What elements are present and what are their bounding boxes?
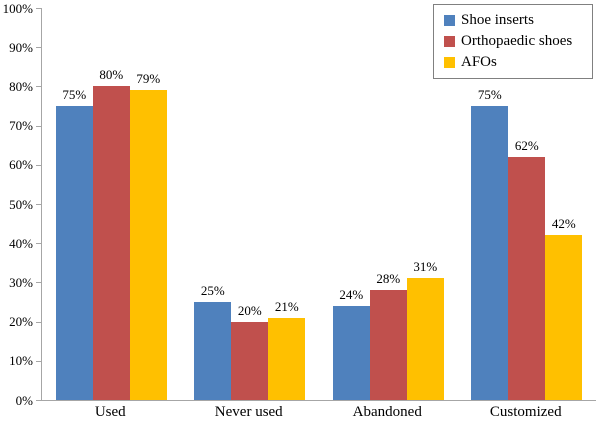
- y-axis-tick-label: 60%: [9, 157, 33, 173]
- y-axis-tick-label: 30%: [9, 274, 33, 290]
- y-axis-tick-mark: [36, 164, 42, 166]
- y-axis-tick-label: 40%: [9, 235, 33, 251]
- y-axis-tick-mark: [36, 400, 42, 401]
- y-axis-labels: 100% 90% 80% 70% 60% 50% 40% 30% 20% 10% 0%: [0, 0, 36, 421]
- bar-group-never-used: 25% 20% 21%: [181, 8, 320, 400]
- bar-value-label: 24%: [339, 286, 364, 302]
- bar-value-label: 75%: [477, 87, 502, 102]
- bar: 79%: [129, 71, 167, 400]
- bar-value-label: 25%: [200, 283, 225, 298]
- legend-item: AFOs: [444, 54, 584, 71]
- legend: Shoe inserts Orthopaedic shoes AFOs: [433, 4, 593, 79]
- y-axis-tick-mark: [36, 125, 42, 127]
- x-axis-labels: Used Never used Abandoned Customized: [41, 404, 595, 421]
- bar: 20%: [231, 303, 269, 400]
- legend-swatch-afos: [444, 57, 455, 68]
- y-axis-tick-mark: [36, 86, 42, 88]
- bar: 75%: [471, 87, 509, 400]
- bar: 25%: [194, 283, 232, 400]
- bar-value-label: 62%: [514, 137, 539, 153]
- y-axis-tick-mark: [36, 321, 42, 323]
- bar: 28%: [369, 271, 407, 400]
- bar-value-label: 42%: [551, 216, 576, 232]
- bar: 42%: [545, 216, 583, 400]
- bar: 80%: [92, 67, 130, 400]
- y-axis-tick-mark: [36, 8, 42, 9]
- legend-label: AFOs: [461, 54, 497, 70]
- y-axis-tick-label: 90%: [9, 39, 33, 55]
- bar: 62%: [508, 138, 546, 400]
- y-axis-tick-mark: [36, 243, 42, 245]
- x-axis-category-label: Abandoned: [352, 404, 422, 420]
- legend-swatch-shoe-inserts: [444, 15, 455, 26]
- legend-label: Shoe inserts: [461, 12, 534, 28]
- x-axis-category-label: Customized: [489, 404, 562, 420]
- bar-groups: 75% 80% 79% 25% 20% 21% 24% 28% 31% 75% 62% 42%: [42, 8, 596, 400]
- y-axis-tick-mark: [36, 47, 42, 49]
- bar-value-label: 79%: [136, 71, 161, 87]
- bar: 21%: [268, 299, 306, 400]
- y-axis-tick-label: 50%: [9, 196, 33, 212]
- bar-value-label: 28%: [376, 271, 401, 287]
- y-axis-tick-label: 20%: [9, 314, 33, 330]
- legend-item: Shoe inserts: [444, 12, 584, 29]
- bar-value-label: 31%: [413, 259, 438, 275]
- y-axis-tick-label: 70%: [9, 118, 33, 134]
- bar-value-label: 75%: [62, 87, 87, 102]
- bar: 24%: [332, 287, 370, 400]
- y-axis-tick-mark: [36, 204, 42, 205]
- bar-group-used: 75% 80% 79%: [42, 8, 181, 400]
- bar-group-customized: 75% 62% 42%: [458, 8, 597, 400]
- y-axis-tick-label: 10%: [9, 353, 33, 369]
- bar-value-label: 80%: [99, 67, 124, 83]
- x-axis-category-label: Never used: [214, 404, 283, 420]
- bar-value-label: 20%: [237, 302, 262, 318]
- y-axis-tick-label: 100%: [2, 0, 33, 16]
- legend-item: Orthopaedic shoes: [444, 33, 584, 50]
- y-axis-tick-label: 0%: [15, 392, 33, 408]
- y-axis-tick-label: 80%: [9, 78, 33, 94]
- x-axis-category-label: Used: [94, 404, 126, 420]
- legend-swatch-orthopaedic-shoes: [444, 36, 455, 47]
- bar: 75%: [55, 87, 93, 400]
- plot-area: 75% 80% 79% 25% 20% 21% 24% 28% 31% 75% 62% 42%: [36, 8, 596, 401]
- y-axis-tick-mark: [36, 282, 42, 284]
- bar-value-label: 21%: [274, 298, 299, 314]
- legend-label: Orthopaedic shoes: [461, 33, 573, 49]
- bar-group-abandoned: 24% 28% 31%: [319, 8, 458, 400]
- bar: 31%: [406, 259, 444, 400]
- y-axis-tick-mark: [36, 360, 42, 362]
